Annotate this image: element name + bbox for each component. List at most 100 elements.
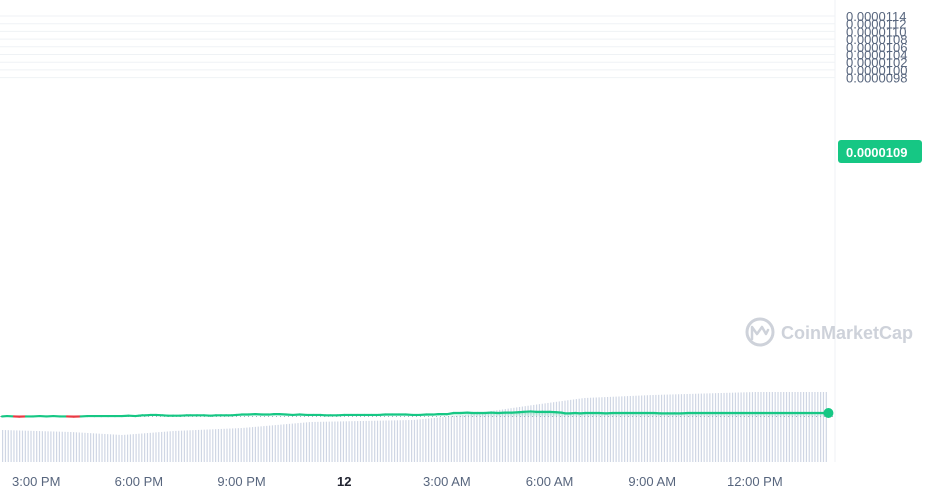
volume-bar: [658, 394, 660, 462]
volume-bar: [783, 392, 785, 462]
volume-bar: [615, 396, 617, 462]
grid-lines: [0, 0, 836, 462]
volume-bar: [376, 420, 379, 462]
y-tick-label: 0.0000114: [846, 9, 907, 24]
volume-bar: [825, 392, 827, 462]
volume-bar: [277, 424, 279, 462]
volume-bar: [280, 424, 282, 462]
volume-bar: [81, 432, 83, 462]
volume-bar: [439, 417, 441, 462]
volume-bar: [820, 392, 822, 462]
volume-bar: [598, 397, 600, 462]
volume-bar: [44, 431, 46, 462]
volume-bar: [286, 424, 288, 462]
volume-bar: [402, 420, 404, 462]
x-tick-label: 9:00 AM: [628, 474, 676, 489]
volume-bar: [442, 417, 444, 462]
volume-bar: [726, 392, 728, 462]
volume-bar: [234, 428, 237, 462]
current-price-label: 0.0000109: [846, 145, 907, 160]
volume-bar: [260, 426, 262, 462]
volume-bar: [206, 429, 208, 462]
volume-bar: [680, 394, 683, 462]
volume-bar: [749, 392, 751, 462]
y-tick-label: 0.0000104: [846, 48, 907, 63]
volume-bar: [203, 429, 205, 462]
volume-bar: [141, 433, 143, 462]
volume-bar: [163, 431, 166, 462]
volume-bar: [768, 392, 771, 462]
volume-bar: [632, 395, 634, 462]
volume-bar: [308, 422, 310, 462]
volume-bar: [359, 421, 362, 462]
volume-bar: [555, 401, 558, 462]
watermark: CoinMarketCap: [745, 317, 913, 347]
volume-bar: [200, 429, 203, 462]
volume-bar: [570, 399, 572, 462]
volume-bar: [95, 433, 97, 462]
volume-bar: [527, 405, 529, 462]
volume-bar: [686, 393, 688, 462]
volume-bar: [257, 426, 259, 462]
x-axis-labels: 3:00 PM 6:00 PM 9:00 PM 12 3:00 AM 6:00 AM 9:0…: [12, 474, 783, 489]
volume-bar: [126, 434, 129, 462]
volume-bar: [734, 392, 737, 462]
volume-bar: [294, 423, 296, 462]
volume-bar: [109, 434, 112, 462]
volume-bar: [209, 429, 211, 462]
volume-bar: [766, 392, 768, 462]
volume-bar: [425, 418, 427, 462]
volume-bar: [385, 420, 387, 462]
volume-bar: [655, 394, 657, 462]
volume-bar: [4, 430, 7, 462]
price-line: [0, 410, 830, 418]
volume-bar: [521, 406, 523, 462]
volume-bars: [2, 392, 827, 462]
volume-bar: [84, 432, 86, 462]
volume-bar: [320, 421, 322, 462]
volume-bar: [115, 434, 117, 462]
volume-bar: [55, 431, 58, 462]
volume-bar: [601, 397, 603, 462]
volume-bar: [354, 421, 356, 462]
volume-bar: [172, 431, 174, 462]
volume-bar: [618, 396, 620, 462]
volume-bar: [138, 433, 140, 462]
volume-bar: [817, 392, 819, 462]
volume-bar: [575, 399, 577, 462]
volume-bar: [135, 433, 137, 462]
volume-bar: [107, 434, 109, 462]
current-price-badge: 0.0000109: [838, 140, 922, 163]
volume-bar: [450, 416, 452, 462]
x-tick-label: 9:00 PM: [217, 474, 265, 489]
volume-bar: [805, 392, 808, 462]
volume-bar: [362, 420, 364, 462]
volume-bar: [30, 430, 32, 462]
volume-bar: [578, 398, 580, 462]
volume-bar: [124, 434, 126, 462]
volume-bar: [340, 421, 342, 462]
x-tick-label: 6:00 PM: [115, 474, 163, 489]
volume-bar: [297, 423, 299, 462]
volume-bar: [50, 431, 52, 462]
volume-bar: [169, 431, 171, 462]
volume-bar: [197, 429, 200, 462]
volume-bar: [243, 427, 245, 462]
volume-bar: [303, 422, 305, 462]
volume-bar: [564, 400, 566, 462]
volume-bar: [78, 432, 80, 462]
volume-bar: [371, 420, 373, 462]
volume-bar: [342, 421, 345, 462]
volume-bar: [635, 395, 637, 462]
volume-bar: [533, 404, 535, 462]
x-tick-label: 12: [337, 474, 351, 489]
volume-bar: [240, 428, 242, 462]
volume-bar: [504, 409, 506, 462]
volume-bar: [396, 420, 399, 462]
volume-bar: [300, 422, 302, 462]
volume-bar: [785, 392, 788, 462]
volume-bar: [391, 420, 393, 462]
volume-bar: [482, 412, 484, 462]
y-tick-label: 0.0000098: [846, 71, 907, 86]
